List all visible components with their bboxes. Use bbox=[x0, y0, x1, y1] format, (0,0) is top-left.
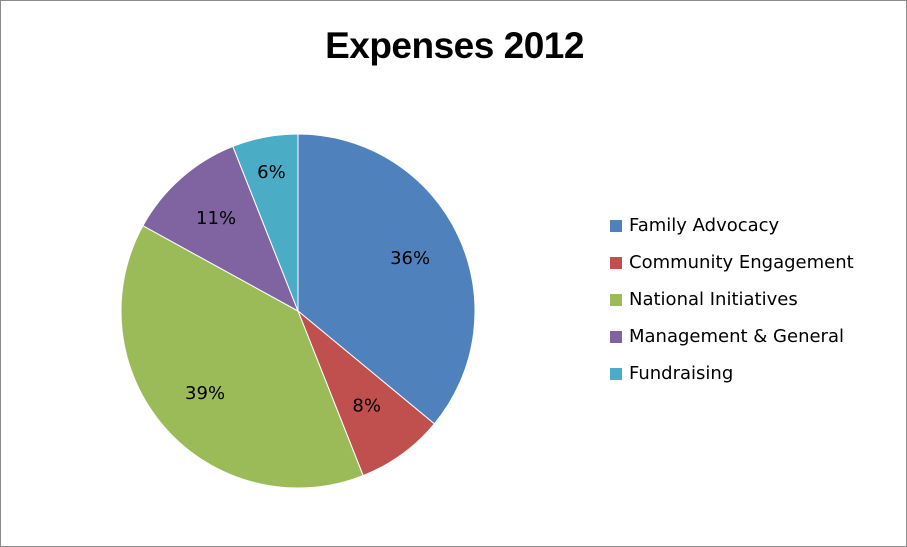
legend-label: National Initiatives bbox=[629, 289, 798, 310]
legend-item-national-initiatives: National Initiatives bbox=[610, 281, 854, 318]
pie-slice-family-advocacy bbox=[297, 133, 476, 425]
data-label-management-general: 11% bbox=[196, 208, 236, 229]
legend-swatch bbox=[610, 219, 622, 232]
legend-swatch bbox=[610, 367, 622, 380]
legend-label: Management & General bbox=[629, 326, 844, 347]
legend-label: Community Engagement bbox=[629, 252, 854, 273]
legend: Family Advocacy Community Engagement Nat… bbox=[610, 207, 854, 392]
legend-swatch bbox=[610, 293, 622, 306]
pie-slice-management-general bbox=[142, 145, 299, 313]
pie-slice-community-engagement bbox=[297, 310, 436, 477]
legend-swatch bbox=[610, 256, 622, 269]
data-label-community-engagement: 8% bbox=[352, 396, 381, 417]
legend-item-management-general: Management & General bbox=[610, 318, 854, 355]
chart-title: Expenses 2012 bbox=[325, 25, 584, 66]
pie-slice-national-initiatives bbox=[120, 225, 364, 489]
legend-item-fundraising: Fundraising bbox=[610, 355, 854, 392]
pie-slice-fundraising bbox=[232, 133, 299, 312]
legend-label: Family Advocacy bbox=[629, 215, 780, 236]
data-label-family-advocacy: 36% bbox=[390, 248, 430, 269]
legend-label: Fundraising bbox=[629, 363, 734, 384]
legend-swatch bbox=[610, 330, 622, 343]
data-label-national-initiatives: 39% bbox=[185, 383, 225, 404]
data-label-fundraising: 6% bbox=[257, 162, 286, 183]
legend-item-family-advocacy: Family Advocacy bbox=[610, 207, 854, 244]
legend-item-community-engagement: Community Engagement bbox=[610, 244, 854, 281]
